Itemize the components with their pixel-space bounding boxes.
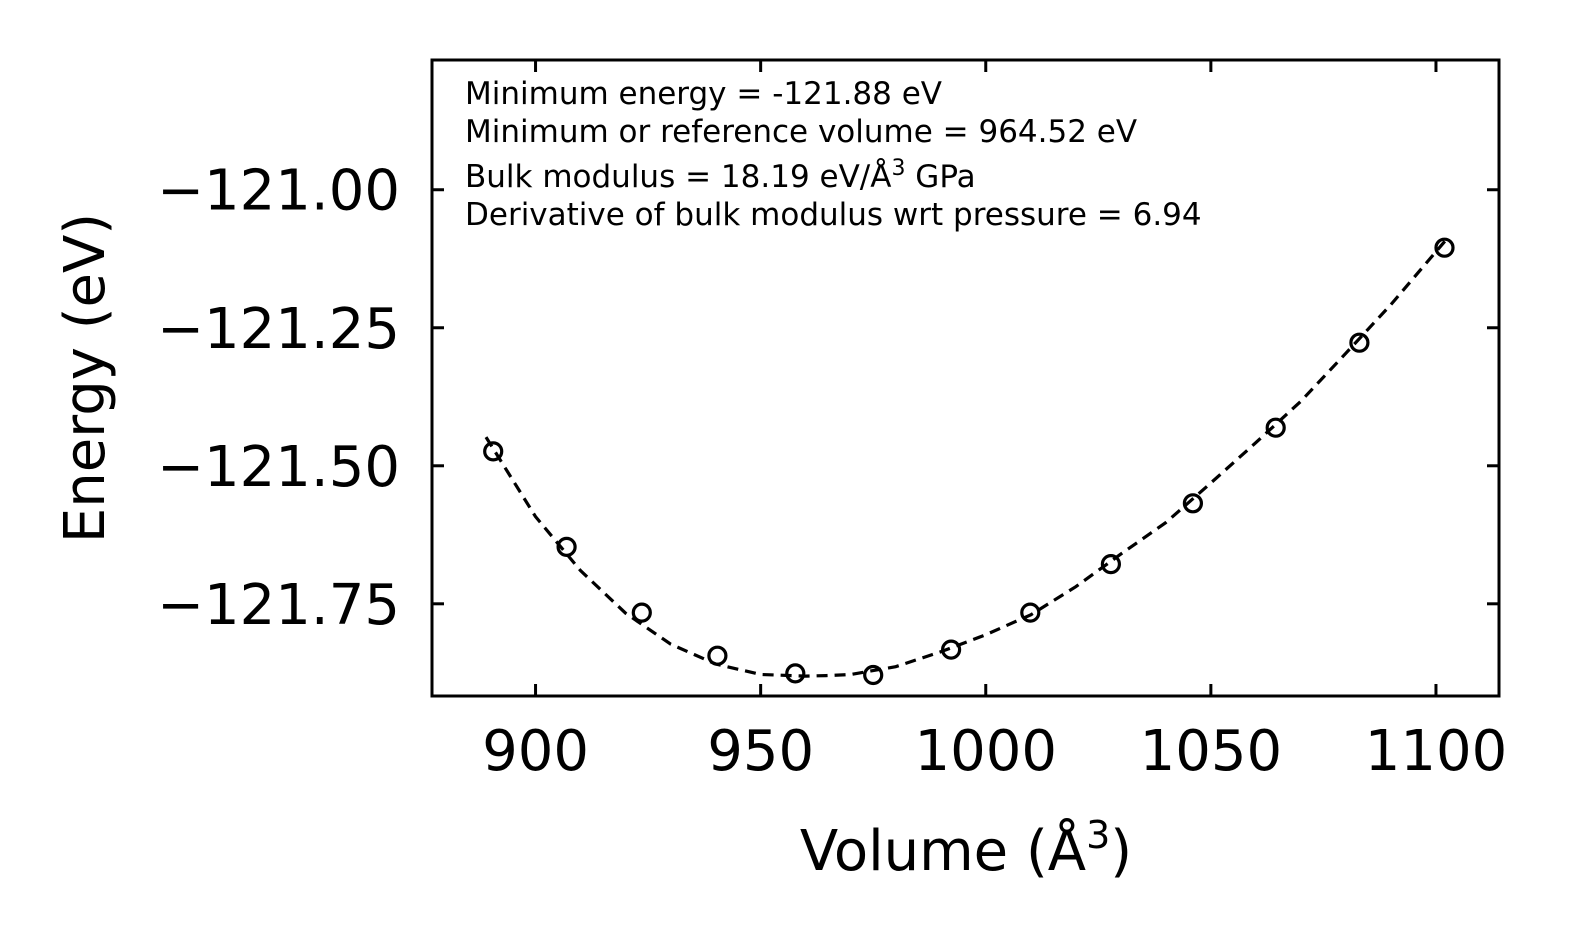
y-tick-label: −121.25: [157, 297, 400, 362]
y-tick-label: −121.50: [157, 435, 400, 500]
x-tick-label: 900: [482, 719, 589, 784]
ticks-group: [432, 60, 1499, 696]
y-tick-label: −121.75: [157, 573, 400, 638]
fit-curve-group: [484, 240, 1447, 678]
fit-curve: [484, 240, 1447, 678]
x-tick-label: 950: [707, 719, 814, 784]
x-axis-label-text: Volume (Å: [800, 818, 1086, 884]
data-point: [785, 663, 806, 684]
data-point: [1020, 602, 1041, 623]
data-point: [707, 645, 728, 666]
axes-frame: [430, 58, 1501, 698]
x-tick-label: 1100: [1365, 719, 1508, 784]
y-axis-label: Energy (eV): [53, 213, 118, 543]
x-tick-label: 1000: [915, 719, 1058, 784]
x-axis-label: Volume (Å3): [800, 813, 1132, 884]
annotation-bulk-modulus-derivative: Derivative of bulk modulus wrt pressure …: [465, 197, 1202, 233]
plot-area: [430, 58, 1501, 698]
x-axis-label-sup: 3: [1086, 813, 1110, 857]
data-point: [1182, 493, 1204, 514]
y-tick-label: −121.00: [157, 159, 400, 224]
x-tick-labels: 900 950 1000 1050 1100: [482, 719, 1507, 784]
y-tick-labels: −121.75 −121.50 −121.25 −121.00: [157, 159, 400, 638]
data-point: [631, 602, 652, 623]
x-tick-label: 1050: [1140, 719, 1283, 784]
data-point: [1265, 417, 1286, 438]
annotation-bulk-modulus-unit: GPa: [905, 159, 975, 195]
data-point: [483, 441, 504, 462]
data-point: [863, 664, 884, 686]
data-points-group: [483, 237, 1455, 686]
data-point: [1349, 332, 1370, 353]
x-axis-label-close: ): [1110, 819, 1132, 884]
annotation-reference-volume: Minimum or reference volume = 964.52 eV: [465, 114, 1137, 150]
data-point: [556, 536, 577, 558]
data-point: [1434, 237, 1455, 258]
annotation-bulk-modulus-sup: 3: [891, 156, 905, 181]
data-point: [1100, 553, 1122, 575]
annotation-minimum-energy: Minimum energy = -121.88 eV: [465, 76, 942, 112]
annotation-box: Minimum energy = -121.88 eV Minimum or r…: [465, 76, 1202, 233]
annotation-bulk-modulus-text: Bulk modulus = 18.19 eV/Å: [465, 159, 891, 195]
data-point: [940, 639, 962, 660]
annotation-bulk-modulus: Bulk modulus = 18.19 eV/Å3 GPa: [465, 156, 976, 195]
